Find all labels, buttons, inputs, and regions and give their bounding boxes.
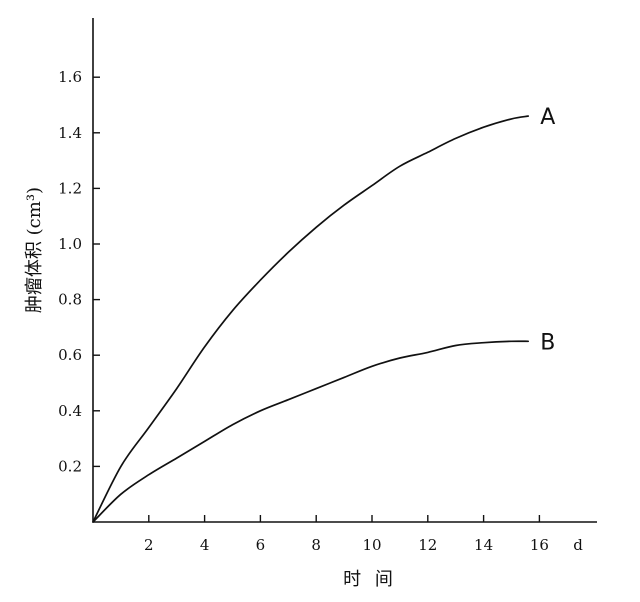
series-b-line	[92, 340, 530, 523]
series-b-label: B	[540, 330, 555, 355]
x-tick-label-4: 4	[200, 536, 210, 554]
x-axis-ticks: 2 4 6 8 10 12 14 16	[144, 515, 549, 554]
y-axis-title: 肿瘤体积 (cm³)	[24, 187, 45, 313]
y-tick-label-0-2: 0.2	[58, 457, 82, 475]
x-tick-label-2: 2	[144, 536, 154, 554]
y-tick-label-1-2: 1.2	[58, 179, 82, 197]
x-tick-label-6: 6	[256, 536, 266, 554]
y-tick-label-1-6: 1.6	[58, 68, 82, 86]
x-tick-label-8: 8	[311, 536, 321, 554]
series-a-line	[92, 115, 530, 523]
y-tick-label-1-4: 1.4	[58, 124, 82, 142]
x-axis-title: 时 间	[343, 569, 397, 590]
series-lines: AB	[92, 105, 555, 523]
y-tick-label-0-6: 0.6	[58, 346, 82, 364]
x-tick-label-10: 10	[362, 536, 381, 554]
y-tick-label-1-0: 1.0	[58, 235, 82, 253]
series-a-label: A	[540, 105, 555, 130]
x-tick-label-12: 12	[418, 536, 437, 554]
y-axis-ticks: 0.2 0.4 0.6 0.8 1.0 1.2 1.4 1.6	[58, 68, 100, 475]
x-tick-label-16: 16	[530, 536, 549, 554]
y-tick-label-0-8: 0.8	[58, 291, 82, 309]
x-tick-label-14: 14	[474, 536, 493, 554]
y-tick-label-0-4: 0.4	[58, 402, 82, 420]
x-axis-unit: d	[573, 536, 583, 554]
